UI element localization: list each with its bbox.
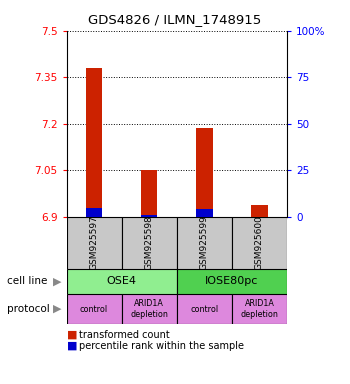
Bar	[141, 170, 158, 217]
Text: ARID1A
depletion: ARID1A depletion	[240, 300, 278, 319]
Text: GSM925597: GSM925597	[90, 215, 99, 270]
Text: ▶: ▶	[53, 276, 61, 286]
Text: OSE4: OSE4	[107, 276, 136, 286]
Bar	[177, 294, 232, 324]
Text: transformed count: transformed count	[79, 330, 169, 340]
Bar	[66, 294, 122, 324]
Text: percentile rank within the sample: percentile rank within the sample	[79, 341, 244, 351]
Bar	[122, 217, 177, 269]
Text: IOSE80pc: IOSE80pc	[205, 276, 259, 286]
Bar	[177, 217, 232, 269]
Text: protocol: protocol	[7, 304, 50, 314]
Bar	[177, 269, 287, 294]
Text: cell line: cell line	[7, 276, 47, 286]
Text: control: control	[80, 305, 108, 314]
Bar	[196, 129, 212, 217]
Bar	[232, 294, 287, 324]
Text: GSM925599: GSM925599	[200, 215, 209, 270]
Text: GSM925600: GSM925600	[255, 215, 264, 270]
Bar	[196, 209, 212, 217]
Text: GDS4826 / ILMN_1748915: GDS4826 / ILMN_1748915	[88, 13, 262, 26]
Bar	[122, 294, 177, 324]
Bar	[66, 217, 122, 269]
Text: GSM925598: GSM925598	[145, 215, 154, 270]
Text: ARID1A
depletion: ARID1A depletion	[130, 300, 168, 319]
Bar	[251, 205, 268, 217]
Bar	[141, 215, 158, 217]
Text: control: control	[190, 305, 218, 314]
Bar	[86, 68, 102, 217]
Bar	[66, 269, 177, 294]
Bar	[232, 217, 287, 269]
Text: ■: ■	[66, 341, 77, 351]
Text: ▶: ▶	[53, 304, 61, 314]
Text: ■: ■	[66, 330, 77, 340]
Bar	[86, 208, 102, 217]
